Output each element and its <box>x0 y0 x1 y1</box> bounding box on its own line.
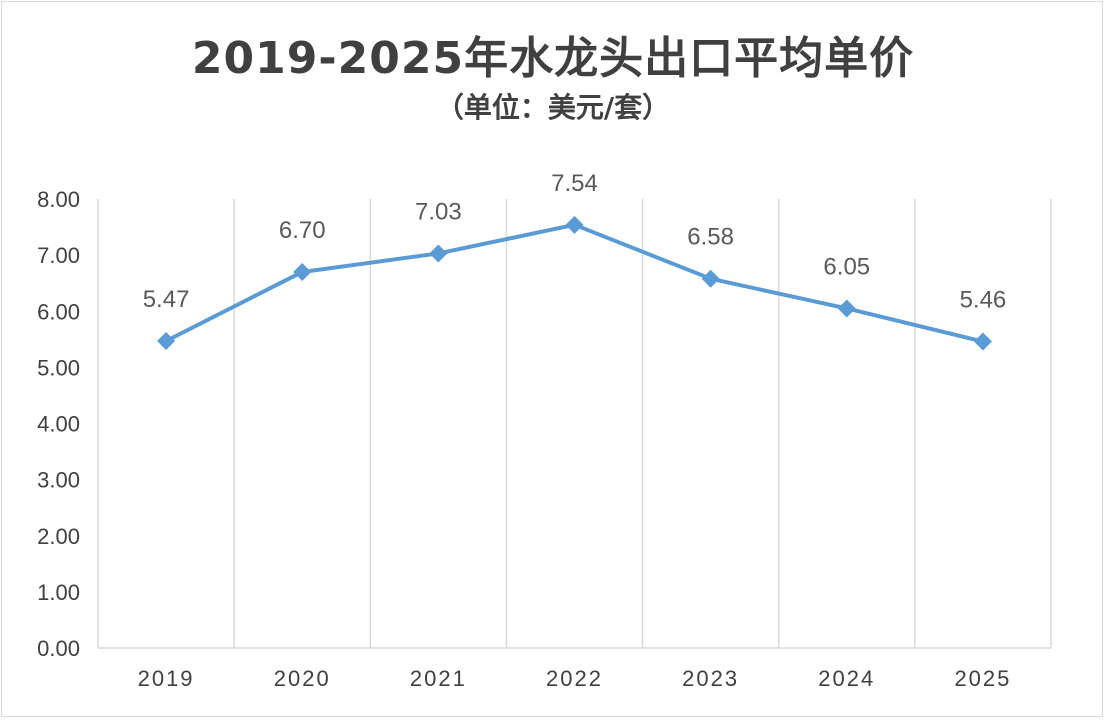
data-point-marker <box>429 244 448 263</box>
data-label: 6.58 <box>687 224 734 251</box>
data-point-marker <box>157 331 176 350</box>
series <box>157 215 992 351</box>
data-label: 5.47 <box>143 286 190 313</box>
x-tick-label: 2022 <box>546 666 603 691</box>
y-tick-label: 7.00 <box>37 243 80 268</box>
chart-title: 2019-2025年水龙头出口平均单价 <box>191 33 915 84</box>
data-point-marker <box>701 269 720 288</box>
chart-subtitle: （单位：美元/套） <box>435 91 671 124</box>
y-tick-label: 3.00 <box>37 468 80 493</box>
x-tick-label: 2023 <box>682 666 739 691</box>
data-label: 5.46 <box>960 287 1007 314</box>
data-point-marker <box>293 262 312 281</box>
data-label: 7.54 <box>551 170 598 197</box>
data-label: 7.03 <box>415 198 462 225</box>
axes: 0.00 1.00 2.00 3.00 4.00 5.00 6.00 7.00 8.00 2019… <box>37 187 1051 691</box>
x-tick-label: 2020 <box>274 666 331 691</box>
x-tick-label: 2025 <box>954 666 1011 691</box>
data-labels: 5.47 6.70 7.03 7.54 6.58 6.05 5.46 <box>143 170 1007 314</box>
y-tick-label: 1.00 <box>37 580 80 605</box>
data-point-marker <box>837 299 856 318</box>
data-point-marker <box>565 215 584 234</box>
data-point-marker <box>973 332 992 351</box>
y-tick-label: 8.00 <box>37 187 80 212</box>
data-label: 6.70 <box>279 217 326 244</box>
y-tick-label: 5.00 <box>37 355 80 380</box>
x-tick-label: 2021 <box>410 666 467 691</box>
y-tick-label: 2.00 <box>37 524 80 549</box>
y-tick-label: 0.00 <box>37 636 80 661</box>
x-tick-label: 2024 <box>818 666 875 691</box>
grid-lines <box>97 199 1052 648</box>
y-tick-label: 6.00 <box>37 299 80 324</box>
data-label: 6.05 <box>823 253 870 280</box>
x-tick-label: 2019 <box>138 666 195 691</box>
y-tick-label: 4.00 <box>37 412 80 437</box>
